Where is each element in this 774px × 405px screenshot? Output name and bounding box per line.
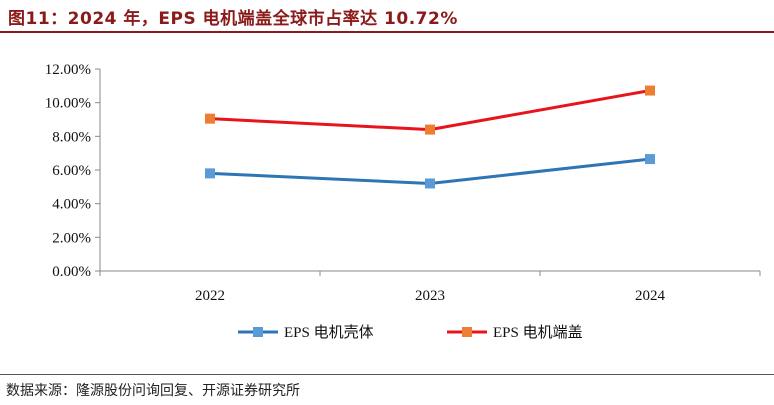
y-tick-label: 12.00% <box>45 62 91 78</box>
legend-marker-1 <box>253 327 263 337</box>
source-divider <box>0 374 774 375</box>
x-tick-label: 2024 <box>635 288 666 304</box>
title-divider <box>0 31 774 33</box>
series-1-marker <box>645 154 655 165</box>
series-2-marker <box>645 85 655 96</box>
legend-label-1: EPS 电机壳体 <box>284 324 374 341</box>
legend-label-2: EPS 电机端盖 <box>493 324 583 341</box>
y-tick-label: 0.00% <box>52 264 91 280</box>
series-1-marker <box>205 168 215 179</box>
x-tick-label: 2023 <box>415 288 445 304</box>
series-2-marker <box>205 113 215 124</box>
series-2-marker <box>425 124 435 135</box>
y-tick-label: 6.00% <box>52 163 91 179</box>
y-tick-label: 2.00% <box>52 230 91 246</box>
y-tick-label: 10.00% <box>45 96 91 112</box>
legend-marker-2 <box>462 327 472 337</box>
source-note: 数据来源：隆源股份问询回复、开源证券研究所 <box>6 383 300 399</box>
x-tick-label: 2022 <box>195 288 225 304</box>
series-1-marker <box>425 178 435 189</box>
y-tick-label: 8.00% <box>52 129 91 145</box>
line-chart: 0.00% 2.00% 4.00% 6.00% 8.00% 10.00% 12.00% 202… <box>45 62 761 341</box>
series-line-2 <box>209 89 651 132</box>
chart-title: 图11：2024 年，EPS 电机端盖全球市占率达 10.72% <box>8 9 458 29</box>
y-tick-label: 4.00% <box>52 197 91 213</box>
